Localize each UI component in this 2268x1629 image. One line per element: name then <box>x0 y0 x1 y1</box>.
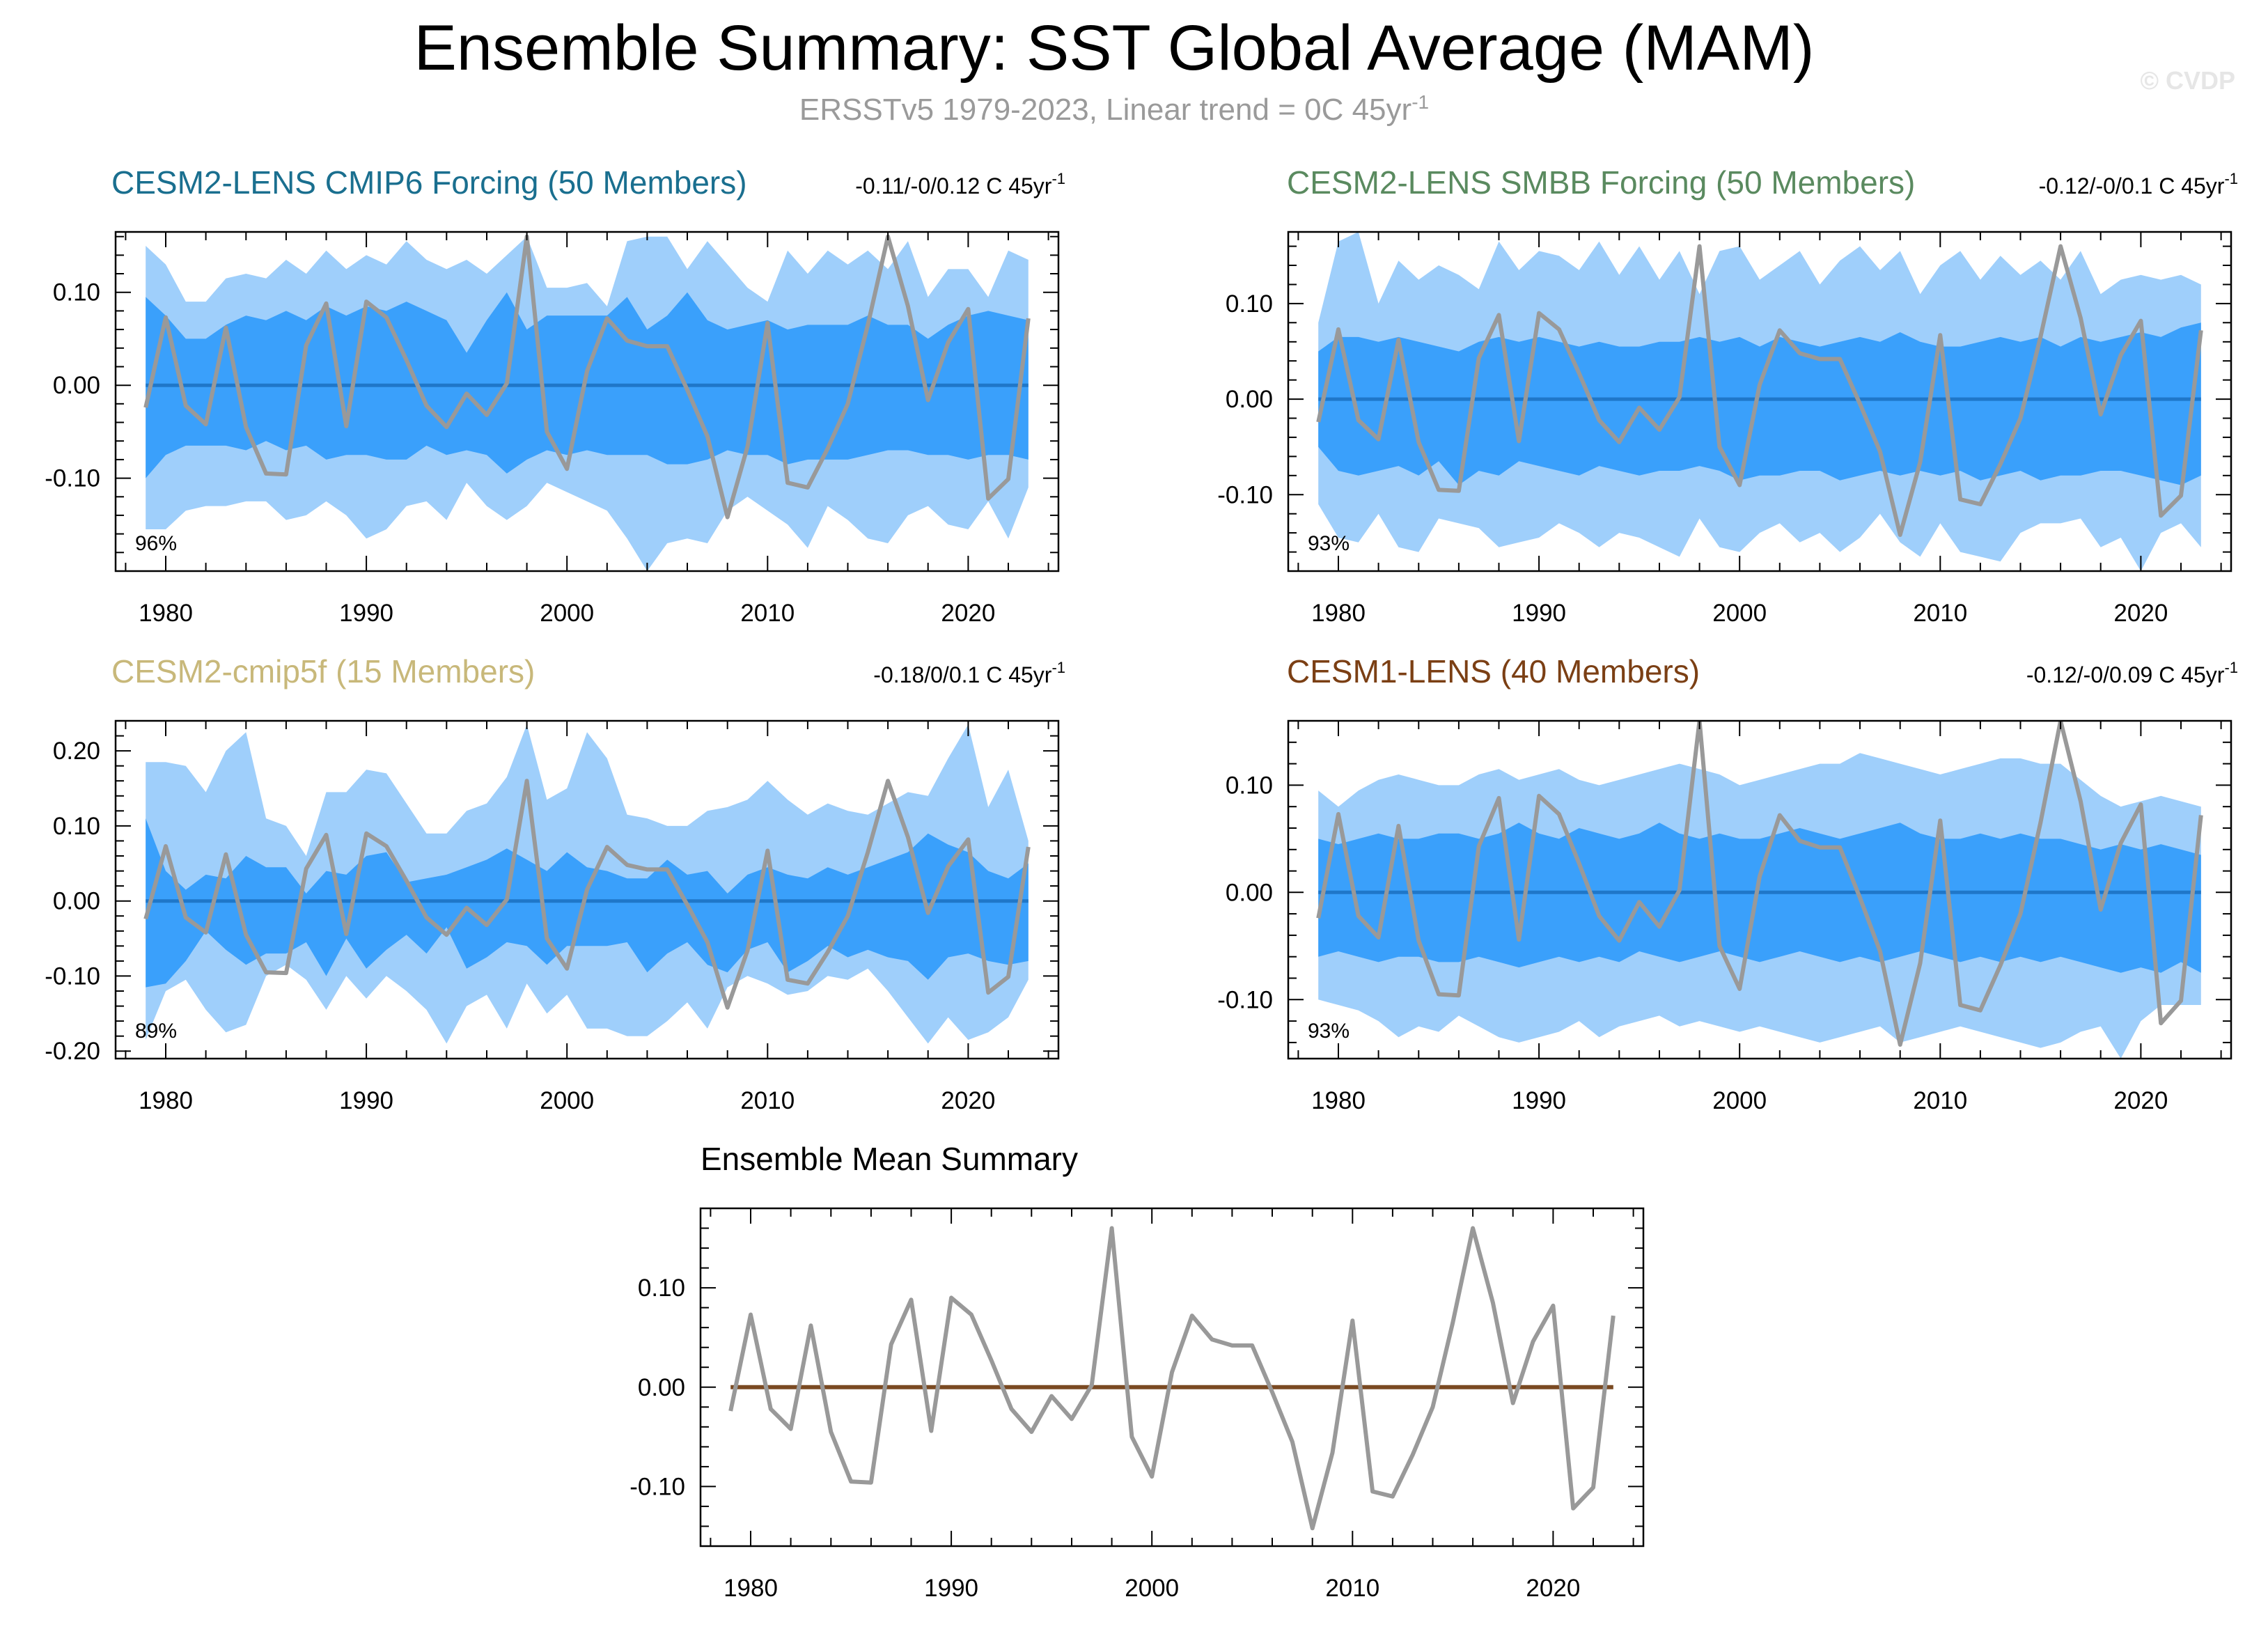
y-tick-label: 0.10 <box>1226 290 1273 318</box>
chart-panels: -0.10 0.00 0.10 1980 1990 2000 2010 2020 CESM2-L… <box>45 164 2238 1602</box>
panel-title: Ensemble Mean Summary <box>701 1141 1078 1177</box>
chart-panel-p4: -0.10 0.00 0.10 1980 1990 2000 2010 2020 CESM1-L… <box>1217 653 2238 1114</box>
x-tick-label: 1980 <box>724 1575 778 1602</box>
trend-range-sup: -1 <box>1051 170 1065 187</box>
x-tick-label: 2000 <box>1712 1087 1767 1114</box>
plot-frame <box>1287 231 2232 572</box>
x-tick-label: 2010 <box>740 1087 795 1114</box>
plot-frame <box>699 1207 1645 1548</box>
y-tick-label: 0.00 <box>1226 386 1273 413</box>
y-tick-label: 0.00 <box>53 372 100 399</box>
trend-range-sup: -1 <box>2224 170 2238 187</box>
observed-line <box>1316 721 2203 1047</box>
y-tick-label: 0.20 <box>53 738 100 765</box>
x-tick-label: 2000 <box>540 1087 594 1114</box>
trend-range-text: -0.12/-0/0.1 C 45yr <box>2039 173 2225 198</box>
percent-label: 93% <box>1308 1020 1350 1043</box>
trend-range-sup: -1 <box>2224 659 2238 676</box>
y-tick-label: 0.00 <box>53 888 100 915</box>
x-tick-label: 1990 <box>1512 1087 1566 1114</box>
x-tick-label: 1980 <box>139 1087 193 1114</box>
x-tick-label: 2020 <box>1526 1575 1580 1602</box>
inner-spread-band <box>1318 823 2201 973</box>
observed-line <box>1316 244 2203 537</box>
y-tick-label: 0.00 <box>1226 879 1273 906</box>
plot-frame <box>114 719 1060 1060</box>
x-tick-label: 2000 <box>540 600 594 627</box>
percent-label: 96% <box>135 532 177 555</box>
inner-spread-band <box>146 818 1029 988</box>
watermark: © CVDP <box>2140 66 2235 95</box>
y-tick-label: 0.10 <box>53 279 100 306</box>
x-tick-label: 2000 <box>1712 600 1767 627</box>
chart-panel-p1: -0.10 0.00 0.10 1980 1990 2000 2010 2020 CESM2-L… <box>45 164 1065 627</box>
trend-range-label: -0.11/-0/0.12 C 45yr-1 <box>855 170 1065 198</box>
y-tick-label: 0.10 <box>638 1275 685 1302</box>
x-tick-label: 2010 <box>740 600 795 627</box>
y-tick-label: -0.20 <box>45 1038 100 1065</box>
x-tick-label: 1980 <box>1311 1087 1366 1114</box>
panel-title: CESM1-LENS (40 Members) <box>1287 653 1700 689</box>
percent-label: 93% <box>1308 532 1350 555</box>
x-tick-label: 2010 <box>1913 600 1967 627</box>
x-tick-label: 2020 <box>941 600 995 627</box>
x-tick-label: 2020 <box>941 1087 995 1114</box>
x-tick-label: 1990 <box>924 1575 978 1602</box>
x-tick-label: 2020 <box>2113 1087 2168 1114</box>
plot-area <box>143 724 1031 1044</box>
trend-range-label: -0.12/-0/0.1 C 45yr-1 <box>2039 170 2238 198</box>
figure-subtitle: ERSSTv5 1979-2023, Linear trend = 0C 45y… <box>799 91 1429 127</box>
x-tick-label: 2020 <box>2113 600 2168 627</box>
trend-range-sup: -1 <box>1051 659 1065 676</box>
inner-spread-band <box>1318 322 2201 485</box>
x-tick-label: 1990 <box>339 600 393 627</box>
panel-title: CESM2-cmip5f (15 Members) <box>111 653 535 689</box>
y-tick-label: -0.10 <box>629 1473 685 1500</box>
x-tick-label: 1990 <box>1512 600 1566 627</box>
plot-area <box>1316 721 2203 1059</box>
y-tick-label: -0.10 <box>1217 986 1273 1013</box>
observed-line <box>143 234 1031 520</box>
trend-range-text: -0.12/-0/0.09 C 45yr <box>2026 662 2225 687</box>
observed-line <box>143 779 1031 1010</box>
figure-title: Ensemble Summary: SST Global Average (MA… <box>414 13 1814 84</box>
x-tick-label: 2010 <box>1913 1087 1967 1114</box>
figure-subtitle-text: ERSSTv5 1979-2023, Linear trend = 0C 45y… <box>799 93 1411 127</box>
x-tick-label: 2010 <box>1325 1575 1379 1602</box>
plot-area <box>728 1226 1616 1531</box>
plot-frame <box>114 231 1060 572</box>
chart-panel-p2: -0.10 0.00 0.10 1980 1990 2000 2010 2020 CESM2-L… <box>1217 164 2238 627</box>
plot-area <box>143 234 1031 571</box>
trend-range-label: -0.18/0/0.1 C 45yr-1 <box>873 659 1065 687</box>
trend-range-text: -0.11/-0/0.12 C 45yr <box>855 173 1052 198</box>
x-tick-label: 1990 <box>339 1087 393 1114</box>
panel-title: CESM2-LENS SMBB Forcing (50 Members) <box>1287 164 1915 201</box>
chart-panel-p5: -0.10 0.00 0.10 1980 1990 2000 2010 2020 Ensembl… <box>629 1141 1645 1602</box>
panel-title: CESM2-LENS CMIP6 Forcing (50 Members) <box>111 164 747 201</box>
x-tick-label: 2000 <box>1125 1575 1179 1602</box>
x-tick-label: 1980 <box>139 600 193 627</box>
y-tick-label: -0.10 <box>1217 481 1273 508</box>
x-tick-label: 1980 <box>1311 600 1366 627</box>
plot-area <box>1316 232 2203 571</box>
percent-label: 89% <box>135 1020 177 1043</box>
observed-line <box>728 1226 1616 1531</box>
y-tick-label: -0.10 <box>45 465 100 492</box>
trend-range-label: -0.12/-0/0.09 C 45yr-1 <box>2026 659 2238 687</box>
plot-frame <box>1287 719 2232 1060</box>
y-tick-label: 0.10 <box>1226 772 1273 799</box>
chart-panel-p3: -0.20 -0.10 0.00 0.10 0.20 1980 1990 2000 2010 20… <box>45 653 1065 1114</box>
y-tick-label: -0.10 <box>45 962 100 990</box>
figure-subtitle-sup: -1 <box>1411 91 1429 113</box>
y-tick-label: 0.00 <box>638 1374 685 1401</box>
y-tick-label: 0.10 <box>53 813 100 840</box>
trend-range-text: -0.18/0/0.1 C 45yr <box>873 662 1051 687</box>
